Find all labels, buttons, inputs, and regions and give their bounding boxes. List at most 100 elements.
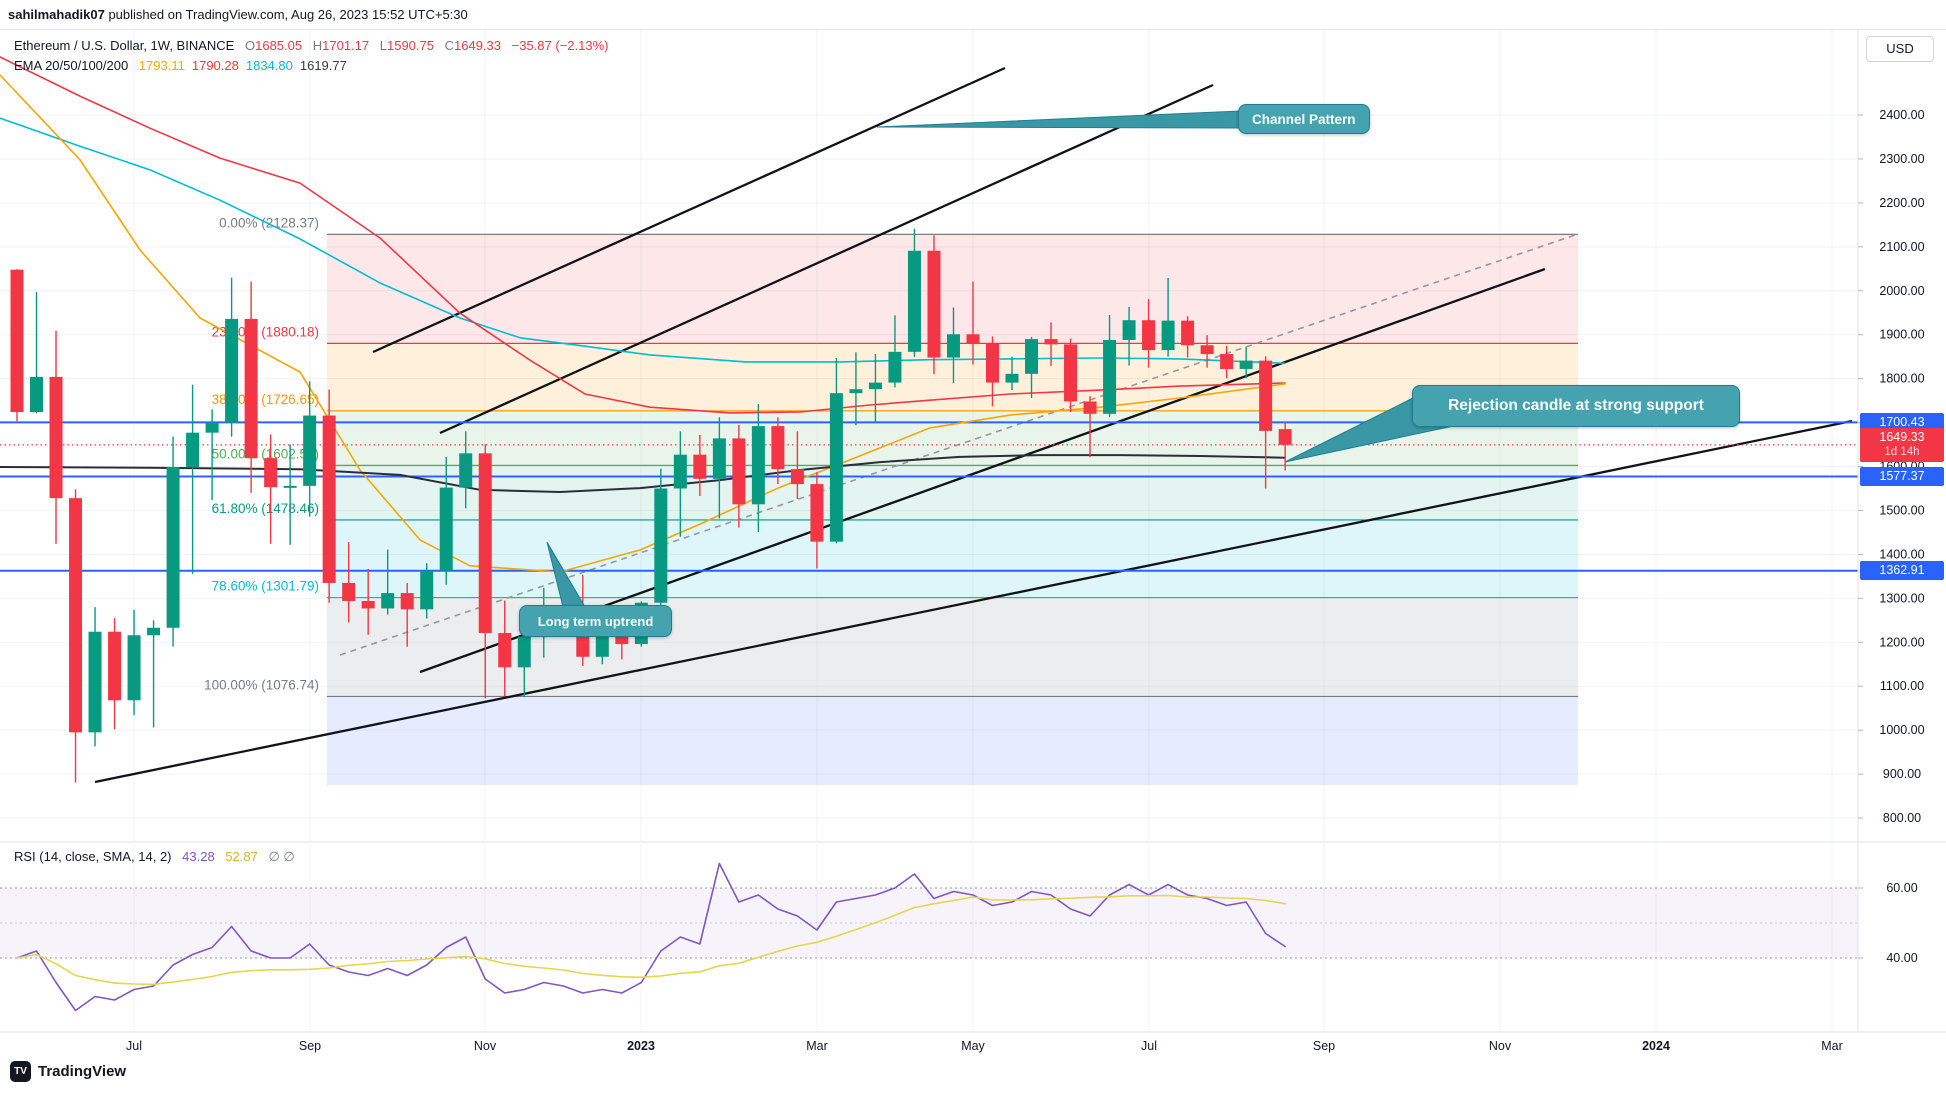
candle-body[interactable] [986,343,999,383]
candle-body[interactable] [420,570,434,610]
candle-body[interactable] [303,415,317,486]
candle-body[interactable] [69,498,83,733]
candle-body[interactable] [946,334,960,358]
candle-body[interactable] [1025,339,1039,374]
fib-band[interactable] [327,519,1578,598]
candle-body[interactable] [127,635,141,701]
high-value: 1701.17 [322,38,370,53]
time-axis-label: Jul [126,1039,142,1053]
candle-body[interactable] [166,466,180,628]
candle-body[interactable] [1005,373,1019,383]
callout-uptrend[interactable]: Long term uptrend [519,605,672,637]
fib-level-label: 23.60% (1880.18) [212,324,319,339]
price-tag-1362.91[interactable]: 1362.91 [1860,561,1944,581]
candle-body[interactable] [1239,360,1253,369]
candle-body[interactable] [1142,320,1156,351]
candle-body[interactable] [147,627,161,636]
candle-body[interactable] [829,393,843,542]
candle-body[interactable] [1044,339,1058,345]
candle-body[interactable] [771,426,785,470]
candle-body[interactable] [88,631,102,733]
open-label: O [244,38,256,53]
callout-pointer-channel[interactable] [876,110,1241,129]
candle-body[interactable] [615,633,629,645]
candle-body[interactable] [459,453,473,488]
candle-body[interactable] [439,487,453,571]
fib-level-label: 78.60% (1301.79) [212,579,319,594]
candle-body[interactable] [264,458,278,488]
candle-body[interactable] [849,389,863,394]
fib-band[interactable] [327,234,1578,344]
candle-body[interactable] [478,453,492,634]
ema-legend-row[interactable]: EMA 20/50/100/200 1793.11 1790.28 1834.80 1… [14,56,608,76]
time-axis-label: Jul [1141,1039,1157,1053]
price-tag-1700.43[interactable]: 1700.43 [1860,412,1944,432]
candle-body[interactable] [810,484,824,542]
symbol-legend-row[interactable]: Ethereum / U.S. Dollar, 1W, BINANCE O168… [14,36,608,56]
candle-body[interactable] [693,454,707,479]
rsi-axis-label: 60.00 [1886,881,1917,895]
rsi-legend-row[interactable]: RSI (14, close, SMA, 14, 2) 43.28 52.87 … [14,849,295,865]
price-tag-1649.33[interactable]: 1649.33 1d 14h [1860,427,1944,462]
candle-body[interactable] [1161,320,1175,351]
candle-body[interactable] [673,454,687,489]
candle-body[interactable] [49,376,63,499]
candle-body[interactable] [1200,345,1214,355]
candle-body[interactable] [927,250,941,358]
candle-body[interactable] [244,318,258,459]
currency-button[interactable]: USD [1866,36,1934,62]
tradingview-watermark[interactable]: TV TradingView [10,1061,126,1082]
low-label: L [379,38,387,53]
candle-body[interactable] [868,382,882,390]
candle-body[interactable] [186,432,200,467]
rsi-axis-label: 40.00 [1886,951,1917,965]
candle-body[interactable] [400,593,414,610]
candle-body[interactable] [498,633,512,668]
candle-body[interactable] [225,318,239,423]
candle-body[interactable] [1181,320,1195,346]
price-tag-1577.37[interactable]: 1577.37 [1860,466,1944,486]
candle-body[interactable] [205,422,219,433]
candle-body[interactable] [10,269,24,413]
candle-body[interactable] [712,438,726,479]
candle-body[interactable] [283,485,297,488]
ema-value: 1834.80 [245,58,293,73]
price-axis-label: 800.00 [1883,811,1921,825]
callout-channel[interactable]: Channel Pattern [1238,104,1370,134]
candle-body[interactable] [751,426,765,505]
candle-body[interactable] [1083,401,1097,414]
candle-body[interactable] [1103,339,1117,414]
trendline-uptrend-lower [94,419,1853,784]
fib-extension-band[interactable] [327,696,1578,786]
candle-body[interactable] [381,593,395,609]
candle-body[interactable] [1064,344,1078,402]
candle-body[interactable] [907,250,921,352]
candle-body[interactable] [654,488,668,603]
time-axis-label: 2023 [627,1039,655,1053]
candle-body[interactable] [790,469,804,485]
change-value: −35.87 (−2.13%) [511,38,609,53]
candle-body[interactable] [517,636,531,668]
candle-body[interactable] [322,415,336,583]
fib-band[interactable] [327,597,1578,697]
candle-body[interactable] [361,600,375,609]
time-axis-label: Nov [1489,1039,1512,1053]
candle-body[interactable] [1278,429,1292,445]
ema-value: 1619.77 [299,58,347,73]
candle-body[interactable] [30,376,44,413]
candle-body[interactable] [888,351,902,383]
candle-body[interactable] [966,334,980,344]
candle-body[interactable] [732,438,746,505]
candle-body[interactable] [1122,320,1136,340]
fib-band[interactable] [327,465,1578,520]
price-axis-label: 1100.00 [1880,679,1924,693]
callout-rejection[interactable]: Rejection candle at strong support [1412,385,1740,427]
candle-body[interactable] [595,633,609,657]
candle-body[interactable] [1220,354,1234,369]
candle-body[interactable] [1259,360,1273,431]
price-axis-label: 900.00 [1883,767,1921,781]
candle-body[interactable] [342,582,356,601]
candle-body[interactable] [108,631,122,701]
